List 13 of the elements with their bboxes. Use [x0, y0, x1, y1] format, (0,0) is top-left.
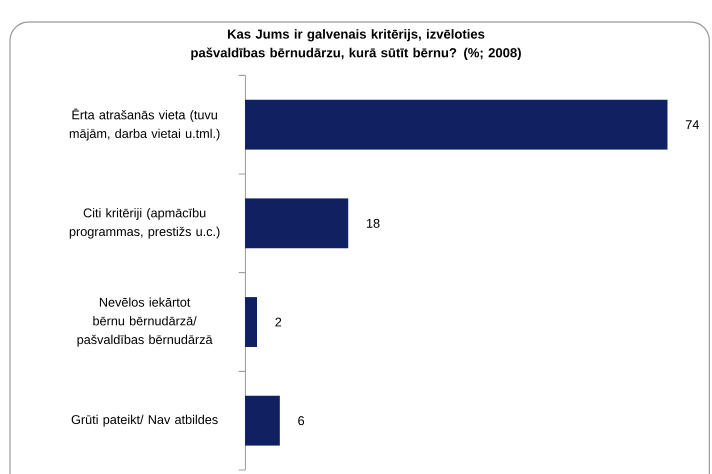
- y-tick-label: Grūti pateikt/ Nav atbildes: [72, 414, 218, 427]
- y-tick-label: Nevēlos iekārtot bērnu bērnudārzā/ pašvaldības bērnudārzā: [77, 297, 213, 347]
- data-label: 2: [275, 318, 282, 326]
- y-tick-label: Ērta atrašanās vieta (tuvu mājām, darba vietai u.tml.): [70, 108, 220, 141]
- bar: [245, 198, 348, 248]
- bar: [245, 100, 668, 150]
- data-label: 6: [298, 416, 304, 426]
- data-label: 18: [366, 218, 380, 228]
- data-label: 74: [686, 120, 699, 130]
- chart-title: Kas Jums ir galvenais kritērijs, izvēloties pašvaldības bērnudārzu, kurā sūtīt bērnu? (%; 2008): [191, 29, 521, 60]
- bar: [245, 297, 258, 347]
- y-tick-label: Citi kritēriji (apmācību programmas, prestižs u.c.): [70, 208, 220, 239]
- bar: [245, 396, 280, 446]
